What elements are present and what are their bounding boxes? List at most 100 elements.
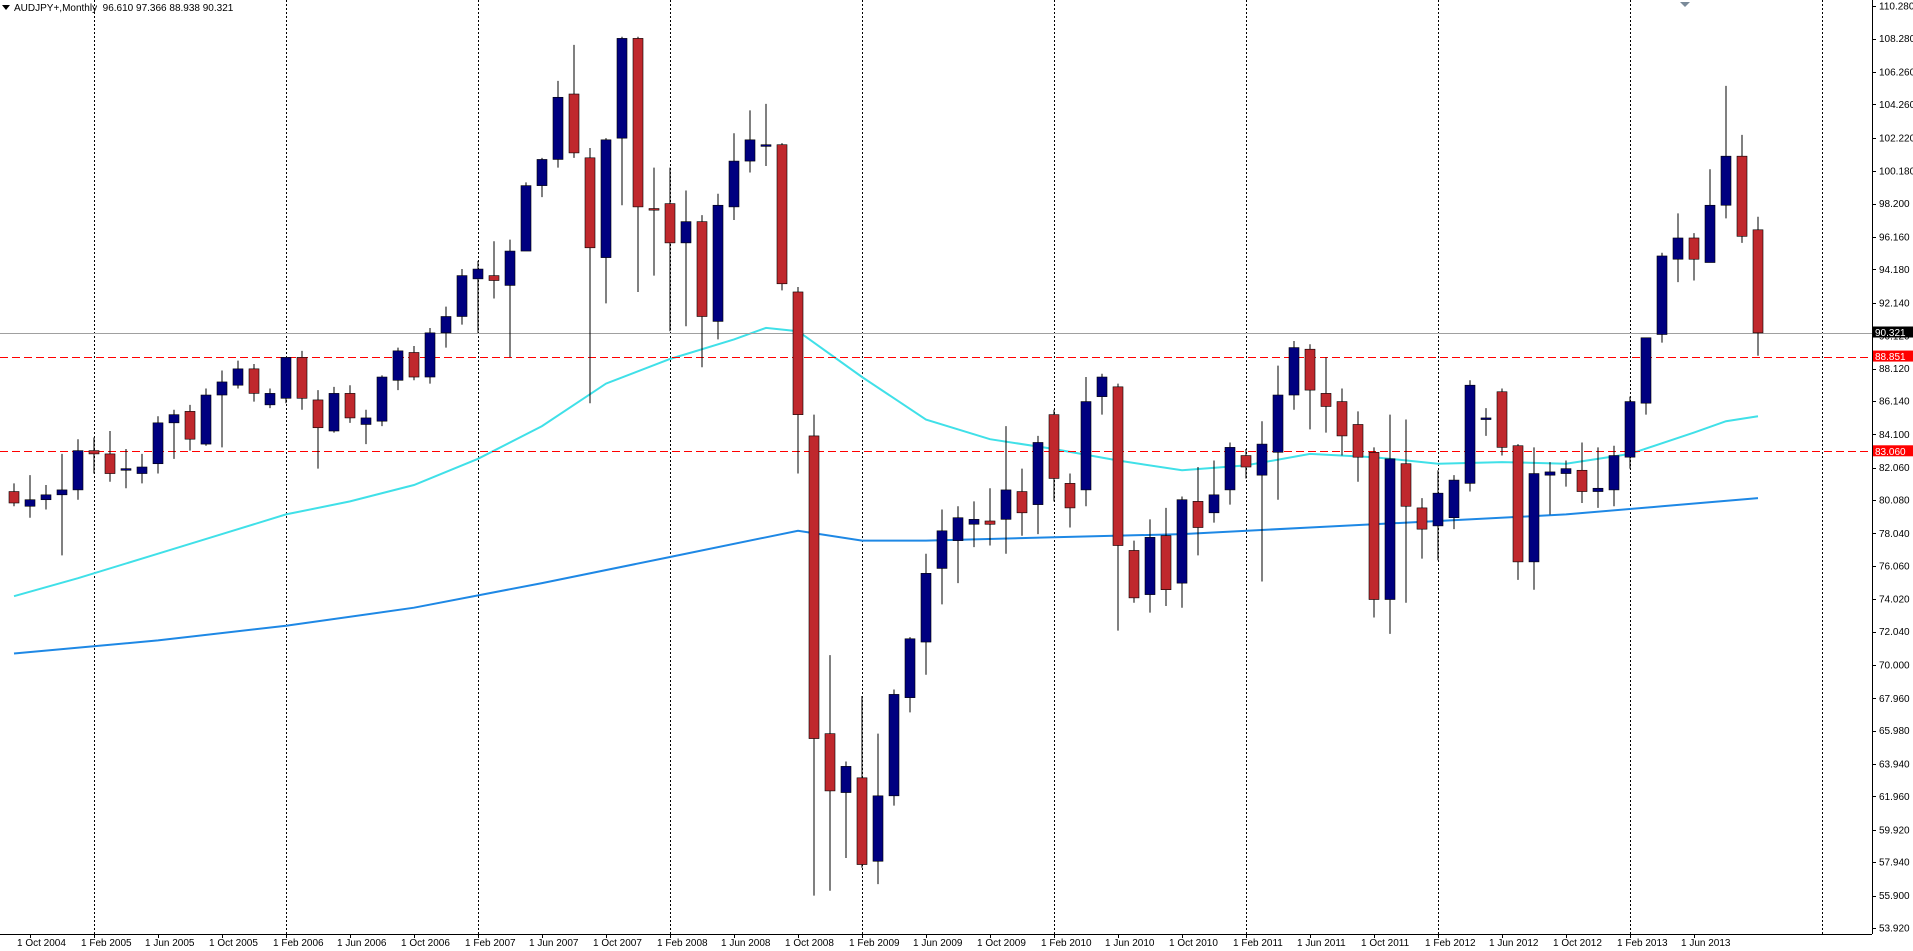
bear-candle-body [1240, 455, 1252, 468]
x-tick-label: 1 Oct 2012 [1553, 938, 1602, 949]
candle [376, 375, 388, 427]
bull-candle-body [680, 221, 692, 244]
bull-candle-body [1544, 471, 1556, 476]
x-tick-label: 1 Oct 2008 [785, 938, 834, 949]
bear-candle-body [808, 435, 820, 739]
x-tick-label: 1 Oct 2004 [17, 938, 66, 949]
bear-candle-body [1320, 393, 1332, 407]
bull-candle-body [872, 795, 884, 862]
bear-candle-body [568, 93, 580, 154]
x-tick-label: 1 Jun 2007 [529, 938, 579, 949]
candle [344, 385, 356, 423]
level-label: 88.851 [1873, 350, 1913, 363]
x-tick-label: 1 Feb 2008 [657, 938, 708, 949]
x-tick-label: 1 Feb 2006 [273, 938, 324, 949]
candle [392, 347, 404, 391]
candle [360, 409, 372, 445]
x-tick-label: 1 Jun 2010 [1105, 938, 1155, 949]
candle [520, 182, 532, 252]
candle [152, 416, 164, 474]
candle [280, 357, 292, 404]
candle [1512, 444, 1524, 580]
candle [216, 370, 228, 448]
bull-candle-body [328, 393, 340, 432]
candle [184, 404, 196, 451]
x-tick-label: 1 Feb 2011 [1233, 938, 1283, 949]
candle [1016, 468, 1028, 536]
bull-candle-body [1464, 384, 1476, 484]
ma-fast-line [13, 326, 1759, 598]
bear-candle-body [248, 368, 260, 394]
bear-candle-body [824, 733, 836, 792]
bull-candle-body [440, 316, 452, 334]
y-tick-label: 108.280 [1879, 34, 1913, 45]
y-tick-label: 63.940 [1879, 760, 1910, 771]
y-tick-label: 88.120 [1879, 364, 1910, 375]
y-tick-label: 59.920 [1879, 825, 1910, 836]
bear-candle-body [1112, 386, 1124, 546]
bear-candle-body [408, 352, 420, 378]
bull-candle-body [888, 694, 900, 797]
bear-candle-body [856, 777, 868, 865]
y-tick-label: 76.060 [1879, 561, 1910, 572]
bull-candle-body [1624, 401, 1636, 458]
candle [72, 439, 84, 500]
x-tick-label: 1 Oct 2010 [1169, 938, 1218, 949]
y-tick-label: 82.060 [1879, 463, 1910, 474]
bull-candle-body [1096, 376, 1108, 397]
candle [1160, 507, 1172, 607]
candle [1112, 383, 1124, 631]
y-tick-label: 104.260 [1879, 100, 1913, 111]
bear-candle-body [1496, 391, 1508, 448]
bull-candle-body [1256, 443, 1268, 476]
bull-candle-body [280, 357, 292, 399]
bull-candle-body [600, 139, 612, 258]
bear-candle-body [1336, 401, 1348, 437]
y-tick-label: 65.980 [1879, 726, 1910, 737]
candle [1560, 460, 1572, 487]
dropdown-triangle-icon[interactable] [2, 5, 10, 10]
candle [824, 655, 836, 891]
bull-candle-body [1080, 401, 1092, 491]
y-tick-label: 57.940 [1879, 858, 1910, 869]
y-tick-label: 84.100 [1879, 430, 1910, 441]
moving-averages [13, 326, 1759, 655]
candle [120, 449, 132, 489]
candle [1640, 337, 1652, 415]
x-tick-label: 1 Jun 2012 [1489, 938, 1539, 949]
candle [1256, 421, 1268, 582]
candle [328, 386, 340, 433]
candle [872, 733, 884, 885]
candle [1096, 373, 1108, 415]
y-tick-label: 86.140 [1879, 396, 1910, 407]
candle [1608, 445, 1620, 507]
ohlc-values: 96.610 97.366 88.938 90.321 [102, 3, 234, 14]
candle [488, 241, 500, 299]
bull-candle-body [1608, 455, 1620, 491]
chart-header: AUDJPY+,Monthly 96.610 97.366 88.938 90.… [2, 3, 233, 14]
bear-candle-body [648, 208, 660, 211]
y-tick-label: 70.000 [1879, 660, 1910, 671]
candle [456, 269, 468, 325]
candle [1048, 409, 1060, 502]
bull-candle-body [1384, 458, 1396, 600]
candle [1224, 442, 1236, 505]
bull-candle-body [376, 376, 388, 422]
x-tick-label: 1 Jun 2009 [913, 938, 963, 949]
bull-candle-body [72, 450, 84, 491]
candle [616, 36, 628, 206]
y-tick-label: 61.960 [1879, 792, 1910, 803]
bear-candle-body [1064, 483, 1076, 509]
bear-candle-body [1048, 414, 1060, 479]
x-tick-label: 1 Jun 2008 [721, 938, 771, 949]
bear-candle-body [696, 221, 708, 317]
bull-candle-body [472, 268, 484, 280]
candle [1720, 85, 1732, 219]
bull-candle-body [616, 38, 628, 139]
candle [1000, 426, 1012, 554]
y-tick-label: 110.280 [1879, 2, 1913, 13]
bull-candle-body [120, 468, 132, 471]
current-price-label-bg [1873, 326, 1913, 338]
candle [680, 190, 692, 327]
